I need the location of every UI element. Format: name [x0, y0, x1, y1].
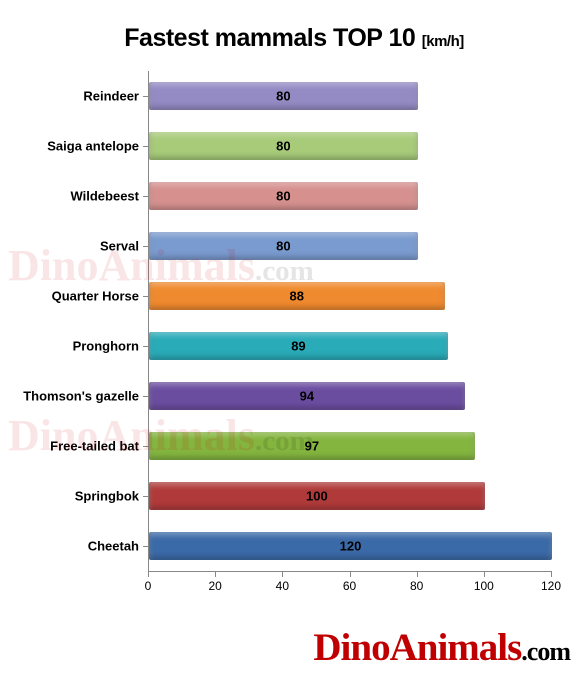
- x-label: 80: [410, 579, 423, 593]
- category-label: Pronghorn: [73, 339, 139, 354]
- chart-title: Fastest mammals TOP 10 [km/h]: [20, 24, 568, 53]
- logo-part-animals: Animals: [390, 626, 522, 669]
- bar-value: 97: [305, 439, 319, 454]
- chart-area: Reindeer80Saiga antelope80Wildebeest80Se…: [148, 71, 552, 601]
- category-label: Quarter Horse: [52, 289, 139, 304]
- title-unit: [km/h]: [422, 33, 464, 50]
- bar: 120: [149, 532, 552, 560]
- site-logo: DinoAnimals.com: [313, 625, 570, 670]
- x-label: 60: [343, 579, 356, 593]
- bar-value: 80: [276, 89, 290, 104]
- bar: 89: [149, 332, 448, 360]
- x-tick: [148, 571, 149, 577]
- bar: 100: [149, 482, 485, 510]
- bar-value: 120: [340, 539, 362, 554]
- x-tick: [215, 571, 216, 577]
- x-axis: 020406080100120: [148, 571, 552, 601]
- bar: 94: [149, 382, 465, 410]
- bar-value: 80: [276, 189, 290, 204]
- category-label: Springbok: [75, 489, 139, 504]
- logo-part-com: .com: [521, 637, 570, 666]
- x-label: 40: [276, 579, 289, 593]
- bar: 80: [149, 82, 418, 110]
- x-tick: [551, 571, 552, 577]
- bar-value: 89: [291, 339, 305, 354]
- logo-part-dino: Dino: [313, 626, 389, 669]
- x-tick: [417, 571, 418, 577]
- bar-value: 88: [290, 289, 304, 304]
- bar-value: 80: [276, 239, 290, 254]
- chart-container: Fastest mammals TOP 10 [km/h] Reindeer80…: [0, 0, 588, 601]
- bar: 97: [149, 432, 475, 460]
- x-tick: [350, 571, 351, 577]
- bar: 80: [149, 232, 418, 260]
- x-label: 0: [145, 579, 152, 593]
- plot-area: Reindeer80Saiga antelope80Wildebeest80Se…: [148, 71, 552, 572]
- x-tick: [282, 571, 283, 577]
- category-label: Reindeer: [83, 89, 139, 104]
- category-label: Serval: [100, 239, 139, 254]
- x-tick: [484, 571, 485, 577]
- category-label: Wildebeest: [70, 189, 139, 204]
- category-label: Free-tailed bat: [50, 439, 139, 454]
- bar-value: 94: [300, 389, 314, 404]
- category-label: Saiga antelope: [47, 139, 139, 154]
- category-label: Cheetah: [88, 539, 139, 554]
- bar-value: 80: [276, 139, 290, 154]
- bar: 80: [149, 182, 418, 210]
- x-label: 120: [541, 579, 561, 593]
- title-main: Fastest mammals TOP 10: [124, 24, 415, 52]
- bar-value: 100: [306, 489, 328, 504]
- bar: 88: [149, 282, 445, 310]
- category-label: Thomson's gazelle: [23, 389, 139, 404]
- x-label: 100: [474, 579, 494, 593]
- bar: 80: [149, 132, 418, 160]
- x-label: 20: [208, 579, 221, 593]
